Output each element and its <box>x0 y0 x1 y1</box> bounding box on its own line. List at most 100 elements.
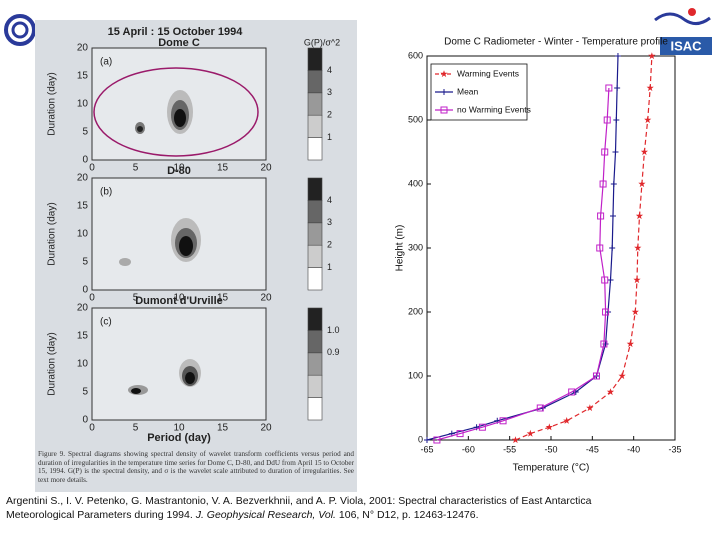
y-tick-label: 500 <box>408 114 423 124</box>
data-point <box>586 404 594 412</box>
colorbar-label: 3 <box>327 87 332 97</box>
isac-logo: ISAC <box>654 8 712 55</box>
density-blob <box>174 109 186 127</box>
panel-title: Dome C <box>158 37 200 49</box>
colorbar-segment <box>307 200 323 224</box>
panel-letter: (c) <box>100 317 112 328</box>
x-tick-label: 0 <box>89 293 95 304</box>
y-tick-label: 400 <box>408 178 423 188</box>
data-point <box>634 244 642 252</box>
colorbar-label: 1.0 <box>327 325 340 335</box>
data-point <box>633 276 641 284</box>
y-tick-label: 0 <box>82 285 88 296</box>
data-point <box>614 53 621 59</box>
y-tick-label: 10 <box>77 359 89 370</box>
data-point <box>601 148 609 156</box>
legend-title: G(P)/σ^2 <box>304 37 340 47</box>
data-point <box>456 430 464 438</box>
citation: Argentini S., I. V. Petenko, G. Mastrant… <box>6 494 616 522</box>
data-point <box>433 436 441 444</box>
x-tick-label: -65 <box>420 444 433 454</box>
data-point <box>601 276 609 284</box>
x-tick-label: 5 <box>133 163 139 174</box>
data-point <box>599 180 607 188</box>
figure-caption: Figure 9. Spectral diagrams showing spec… <box>38 450 354 484</box>
data-point <box>600 340 608 348</box>
colorbar-label: 1 <box>327 132 332 142</box>
series-line <box>436 87 610 441</box>
data-point <box>613 117 620 123</box>
x-tick-label: -55 <box>503 444 516 454</box>
x-tick-label: 20 <box>260 293 272 304</box>
y-tick-label: 10 <box>77 229 89 240</box>
data-point <box>597 212 605 220</box>
density-blob <box>137 126 143 132</box>
data-point <box>592 372 600 380</box>
x-tick-label: 20 <box>260 423 272 434</box>
legend-marker <box>440 70 448 78</box>
x-tick-label: -50 <box>544 444 557 454</box>
colorbar-label: 4 <box>327 65 332 75</box>
data-point <box>603 116 611 124</box>
panel-letter: (a) <box>100 57 112 68</box>
data-point <box>635 212 644 220</box>
x-tick-label: 15 <box>217 163 229 174</box>
colorbar-segment <box>307 177 323 201</box>
y-tick-label: 0 <box>82 415 88 426</box>
y-axis-label: Height (m) <box>395 225 406 272</box>
colorbar-label: 4 <box>327 195 332 205</box>
y-tick-label: 5 <box>82 257 88 268</box>
y-tick-label: 200 <box>408 306 423 316</box>
y-tick-label: 15 <box>77 201 89 212</box>
data-point <box>606 388 615 396</box>
x-tick-label: 15 <box>217 423 229 434</box>
legend-marker <box>441 89 447 95</box>
citation-rest: 106, N° D12, p. 12463-12476. <box>338 509 479 521</box>
x-tick-label: -40 <box>627 444 640 454</box>
legend-label: Warming Events <box>457 68 519 78</box>
data-point <box>596 244 604 252</box>
data-point <box>612 149 619 155</box>
colorbar-segment <box>307 397 323 421</box>
colorbar-segment <box>307 70 323 94</box>
colorbar-segment <box>307 137 323 161</box>
data-point <box>568 388 576 396</box>
x-axis-label: Temperature (°C) <box>513 463 590 474</box>
temperature-profile-chart: Dome C Radiometer - Winter - Temperature… <box>395 37 682 474</box>
y-tick-label: 5 <box>82 387 88 398</box>
colorbar-label: 0.9 <box>327 347 340 357</box>
chart-title: Dome C Radiometer - Winter - Temperature… <box>444 37 668 48</box>
highlight-ellipse <box>93 67 259 157</box>
colorbar-segment <box>307 307 323 331</box>
colorbar-segment <box>307 222 323 246</box>
y-tick-label: 20 <box>77 303 89 314</box>
x-tick-label: 10 <box>173 423 185 434</box>
data-point <box>424 437 430 443</box>
y-tick-label: 100 <box>408 370 423 380</box>
data-point <box>610 213 616 219</box>
data-point <box>609 245 616 251</box>
data-point <box>563 417 571 424</box>
x-tick-label: 20 <box>260 163 272 174</box>
y-tick-label: 10 <box>77 99 89 110</box>
density-blob <box>179 236 193 256</box>
logo-ring <box>4 14 36 46</box>
y-tick-label: 0 <box>418 434 423 444</box>
x-tick-label: 10 <box>173 163 185 174</box>
data-point <box>478 423 486 431</box>
data-point <box>646 84 654 92</box>
data-point <box>536 404 544 412</box>
logo-dot <box>688 8 696 16</box>
data-point <box>614 85 621 91</box>
x-tick-label: 15 <box>217 293 229 304</box>
colorbar-segment <box>307 114 323 138</box>
logo-text: ISAC <box>670 38 702 53</box>
x-tick-label: -60 <box>462 444 475 454</box>
citation-authors: Argentini S., I. V. Petenko, G. Mastrant… <box>6 495 592 521</box>
logo-swoosh <box>654 12 711 25</box>
figure-header: 15 April : 15 October 1994 <box>108 26 244 38</box>
data-point <box>631 308 639 316</box>
